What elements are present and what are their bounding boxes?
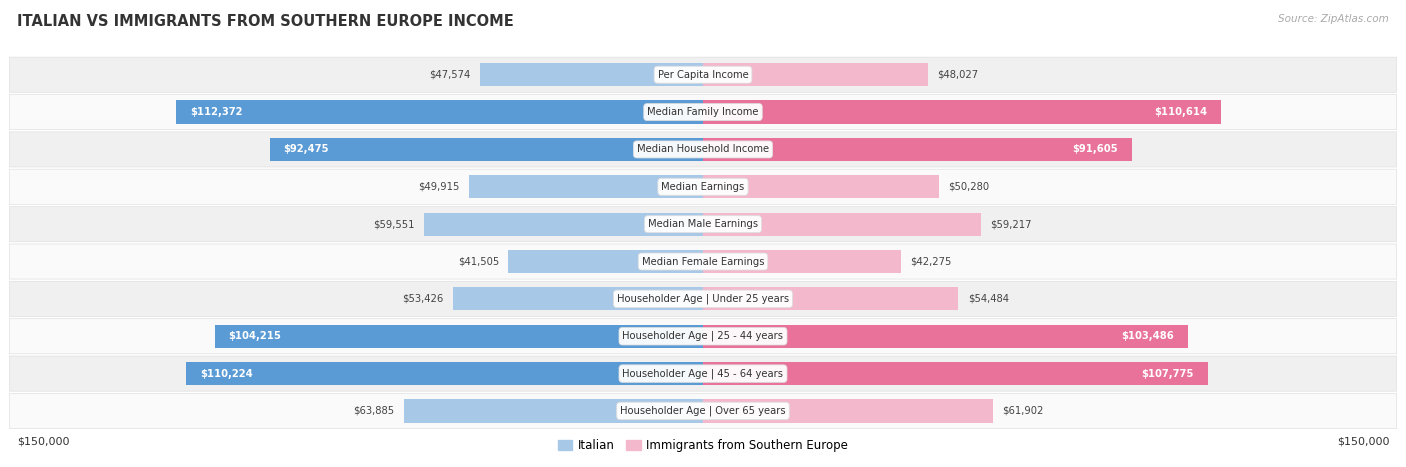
Text: Median Male Earnings: Median Male Earnings bbox=[648, 219, 758, 229]
FancyBboxPatch shape bbox=[10, 244, 1396, 279]
Text: Per Capita Income: Per Capita Income bbox=[658, 70, 748, 80]
Text: $48,027: $48,027 bbox=[938, 70, 979, 80]
Bar bbox=[703, 212, 980, 236]
Bar bbox=[703, 175, 939, 198]
FancyBboxPatch shape bbox=[10, 318, 1396, 354]
Bar bbox=[453, 287, 703, 311]
Bar bbox=[703, 63, 928, 86]
Bar bbox=[703, 100, 1222, 124]
Text: $42,275: $42,275 bbox=[911, 256, 952, 267]
Text: $54,484: $54,484 bbox=[967, 294, 1008, 304]
Bar bbox=[703, 362, 1208, 385]
FancyBboxPatch shape bbox=[10, 94, 1396, 130]
Text: Median Household Income: Median Household Income bbox=[637, 144, 769, 155]
Text: Householder Age | Under 25 years: Householder Age | Under 25 years bbox=[617, 294, 789, 304]
Text: $112,372: $112,372 bbox=[190, 107, 243, 117]
Bar bbox=[703, 399, 993, 423]
Text: $107,775: $107,775 bbox=[1142, 368, 1194, 379]
Text: $103,486: $103,486 bbox=[1121, 331, 1174, 341]
Bar bbox=[187, 362, 703, 385]
Text: $59,551: $59,551 bbox=[373, 219, 415, 229]
Text: $92,475: $92,475 bbox=[284, 144, 329, 155]
Text: ITALIAN VS IMMIGRANTS FROM SOUTHERN EUROPE INCOME: ITALIAN VS IMMIGRANTS FROM SOUTHERN EURO… bbox=[17, 14, 513, 29]
Text: Median Earnings: Median Earnings bbox=[661, 182, 745, 192]
Text: $110,224: $110,224 bbox=[201, 368, 253, 379]
Bar bbox=[703, 138, 1132, 161]
Bar bbox=[423, 212, 703, 236]
Bar bbox=[270, 138, 703, 161]
Legend: Italian, Immigrants from Southern Europe: Italian, Immigrants from Southern Europe bbox=[553, 434, 853, 456]
Text: Householder Age | 45 - 64 years: Householder Age | 45 - 64 years bbox=[623, 368, 783, 379]
Bar bbox=[470, 175, 703, 198]
Text: $50,280: $50,280 bbox=[948, 182, 990, 192]
FancyBboxPatch shape bbox=[10, 57, 1396, 92]
Bar bbox=[215, 325, 703, 348]
Text: Source: ZipAtlas.com: Source: ZipAtlas.com bbox=[1278, 14, 1389, 24]
FancyBboxPatch shape bbox=[10, 356, 1396, 391]
FancyBboxPatch shape bbox=[10, 393, 1396, 429]
Text: $104,215: $104,215 bbox=[229, 331, 281, 341]
Text: Householder Age | Over 65 years: Householder Age | Over 65 years bbox=[620, 406, 786, 416]
Text: $63,885: $63,885 bbox=[353, 406, 394, 416]
FancyBboxPatch shape bbox=[10, 281, 1396, 317]
Text: $41,505: $41,505 bbox=[458, 256, 499, 267]
Bar bbox=[703, 287, 959, 311]
FancyBboxPatch shape bbox=[10, 206, 1396, 242]
Text: $110,614: $110,614 bbox=[1154, 107, 1208, 117]
Text: $47,574: $47,574 bbox=[429, 70, 471, 80]
Bar bbox=[703, 325, 1188, 348]
FancyBboxPatch shape bbox=[10, 169, 1396, 205]
Text: $59,217: $59,217 bbox=[990, 219, 1032, 229]
Text: $53,426: $53,426 bbox=[402, 294, 443, 304]
Bar bbox=[509, 250, 703, 273]
Text: $49,915: $49,915 bbox=[419, 182, 460, 192]
Bar bbox=[404, 399, 703, 423]
Text: $150,000: $150,000 bbox=[1337, 436, 1389, 446]
Bar bbox=[479, 63, 703, 86]
Text: Householder Age | 25 - 44 years: Householder Age | 25 - 44 years bbox=[623, 331, 783, 341]
Text: $61,902: $61,902 bbox=[1002, 406, 1043, 416]
Text: Median Female Earnings: Median Female Earnings bbox=[641, 256, 765, 267]
Text: $91,605: $91,605 bbox=[1073, 144, 1118, 155]
FancyBboxPatch shape bbox=[10, 132, 1396, 167]
Text: Median Family Income: Median Family Income bbox=[647, 107, 759, 117]
Text: $150,000: $150,000 bbox=[17, 436, 69, 446]
Bar bbox=[703, 250, 901, 273]
Bar bbox=[176, 100, 703, 124]
